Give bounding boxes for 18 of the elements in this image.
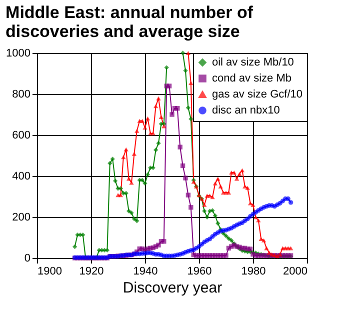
- y-tick-label: 600: [12, 130, 30, 142]
- chart-title: Middle East: annual number of discoveries and average size: [6, 3, 254, 41]
- legend-label: oil av size Mb/10: [212, 56, 294, 68]
- x-axis-title: Discovery year: [122, 280, 222, 296]
- y-tick-label: 800: [12, 88, 30, 100]
- x-tick-label: 1920: [79, 266, 104, 278]
- y-tick-label: 400: [12, 170, 30, 182]
- legend-label: gas av size Gcf/10: [212, 88, 302, 100]
- y-tick-label: 0: [24, 252, 30, 264]
- x-tick-label: 1900: [38, 266, 62, 278]
- x-tick-label: 1940: [133, 266, 158, 278]
- x-tick-label: 2000: [283, 266, 308, 278]
- legend-label: disc an nbx10: [212, 104, 280, 116]
- y-tick-label: 200: [12, 212, 30, 224]
- x-tick-label: 1960: [187, 266, 212, 278]
- x-tick-label: 1980: [241, 266, 266, 278]
- y-tick-label: 1000: [6, 48, 30, 60]
- legend-label: cond av size Mb: [212, 72, 292, 84]
